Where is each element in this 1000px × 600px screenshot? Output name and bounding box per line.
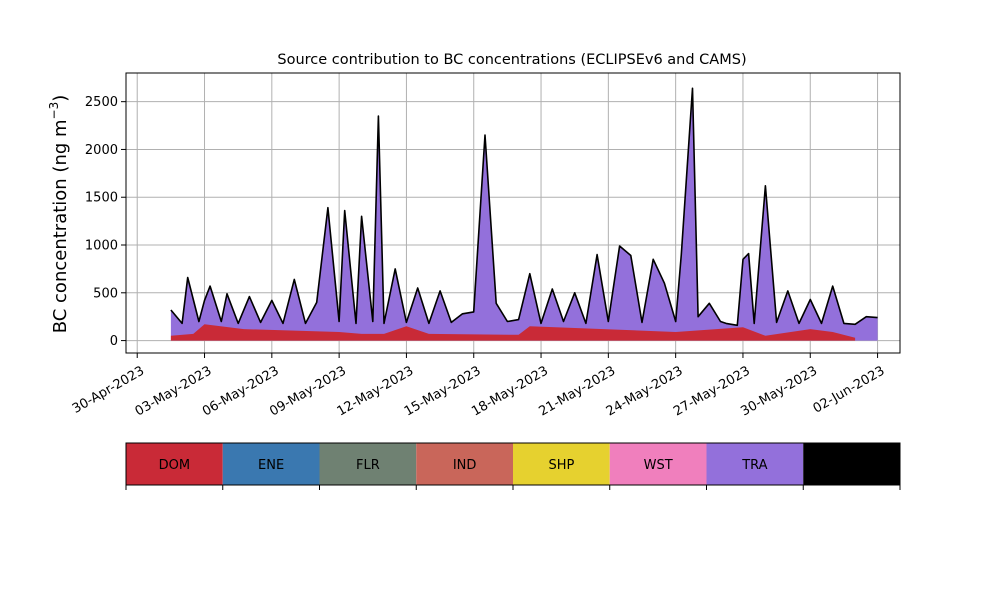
legend-label-shp: SHP — [548, 458, 574, 473]
legend-swatch-flr — [319, 443, 417, 485]
x-tick-label: 30-May-2023 — [738, 364, 820, 420]
legend-label-bb: BB — [843, 458, 861, 473]
legend-label-wst: WST — [644, 458, 673, 473]
x-tick-label: 02-Jun-2023 — [811, 364, 888, 417]
legend: DOM ENE FLR IND SHP WST TRA BB — [125, 442, 901, 490]
y-tick-label: 2000 — [85, 143, 118, 158]
plot-frame — [125, 72, 901, 354]
legend-swatch-shp — [513, 443, 610, 485]
y-tick-label: 2500 — [85, 95, 118, 110]
legend-label-ene: ENE — [258, 458, 284, 473]
y-axis-label-close: ) — [50, 95, 71, 102]
y-axis-label: BC concentration (ng m−3) — [47, 95, 71, 334]
legend-swatch-wst — [609, 443, 707, 485]
legend-label-tra: TRA — [741, 458, 767, 473]
legend-swatch-ind — [416, 443, 513, 485]
total-line — [170, 87, 878, 327]
legend-label-dom: DOM — [159, 458, 190, 473]
y-tick-label: 500 — [93, 286, 118, 301]
legend-swatch-bb — [803, 443, 900, 485]
y-tick-label: 1000 — [85, 239, 118, 254]
legend-swatch-dom — [126, 443, 223, 485]
series-area-tra — [170, 88, 878, 341]
y-axis-label-sup: −3 — [47, 102, 61, 120]
legend-swatch-ene — [222, 443, 320, 485]
stacked-areas — [170, 87, 878, 341]
y-axis-label-base: BC concentration (ng m — [50, 119, 71, 333]
y-tick-label: 0 — [110, 334, 118, 349]
series-area-dom — [170, 324, 856, 341]
legend-label-flr: FLR — [356, 458, 380, 473]
y-tick-label: 1500 — [85, 191, 118, 206]
chart-title: Source contribution to BC concentrations… — [277, 52, 746, 68]
legend-frame — [125, 442, 901, 486]
legend-swatch-tra — [706, 443, 804, 485]
legend-label-ind: IND — [453, 458, 477, 473]
